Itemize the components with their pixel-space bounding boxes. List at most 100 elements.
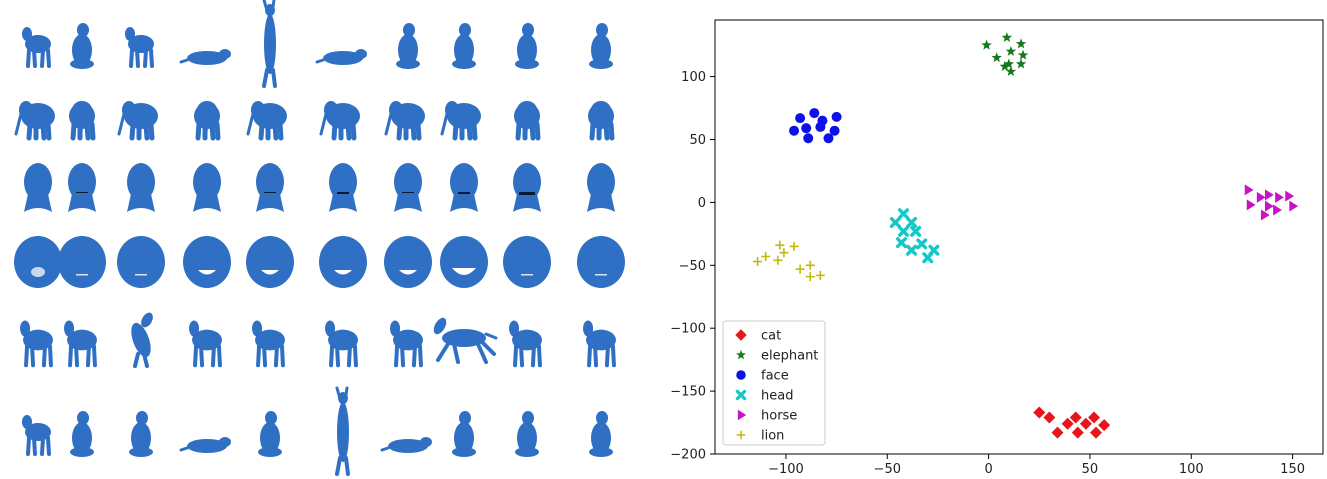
elephant-point <box>1003 58 1015 69</box>
shape-head <box>256 163 284 212</box>
shape-horse <box>64 320 97 368</box>
shape-face <box>14 236 62 288</box>
shape-face <box>577 236 625 288</box>
horse-point <box>1244 184 1254 196</box>
shape-face <box>503 236 551 288</box>
cat-point <box>1051 426 1064 439</box>
shape-face <box>319 236 367 288</box>
legend-swatch-elephant <box>736 349 746 360</box>
shape-face <box>58 236 106 288</box>
shape-cat <box>70 23 94 69</box>
x-tick-label: 150 <box>1280 462 1305 477</box>
shape-elephant <box>514 101 541 141</box>
lion-point <box>805 272 815 282</box>
head-point <box>916 238 928 250</box>
shape-elephant <box>246 101 287 141</box>
legend-frame <box>722 320 826 446</box>
face-point <box>789 125 800 136</box>
series-lion <box>753 240 825 282</box>
x-tick-label: 100 <box>1179 462 1204 477</box>
shape-elephant <box>69 101 96 141</box>
legend-swatch-face <box>736 370 746 380</box>
head-point <box>897 225 909 237</box>
x-tick-label: 0 <box>984 462 992 477</box>
y-tick-label: −200 <box>670 448 706 463</box>
x-axis-ticks: −100 −50 0 50 100 150 <box>768 454 1305 477</box>
cat-point <box>1033 406 1046 419</box>
shape-horse <box>583 320 616 368</box>
shape-cat <box>22 27 51 68</box>
head-point <box>928 244 940 256</box>
shape-horse <box>131 312 153 368</box>
shape-elephant <box>319 101 360 141</box>
shape-lion <box>335 386 350 476</box>
head-point <box>897 208 909 220</box>
lion-point <box>795 264 805 274</box>
tsne-scatter-chart: −100 −50 0 50 100 150 −200 −150 −100 −50 0 50 100 c… <box>670 19 1324 477</box>
face-point <box>809 108 820 119</box>
shape-head <box>68 163 96 212</box>
y-axis-ticks: −200 −150 −100 −50 0 50 100 <box>670 70 715 463</box>
horse-point <box>1285 190 1295 202</box>
cat-point <box>1079 417 1092 430</box>
shape-lion <box>380 437 432 453</box>
cat-point <box>1098 419 1111 432</box>
elephant-point <box>991 52 1002 63</box>
lion-point <box>815 270 825 280</box>
shape-elephant <box>588 101 615 141</box>
head-point <box>906 244 918 256</box>
shape-head <box>394 163 422 212</box>
shape-horse <box>390 320 423 368</box>
elephant-point <box>1015 58 1027 69</box>
horse-point <box>1264 200 1274 212</box>
face-point <box>823 133 834 144</box>
shape-cat <box>179 49 231 65</box>
shape-elephant <box>14 101 55 141</box>
legend-label: face <box>761 369 789 384</box>
shape-lion <box>258 411 282 457</box>
shape-head <box>513 163 541 212</box>
shape-cat <box>515 23 539 69</box>
head-point <box>895 237 907 249</box>
x-tick-label: −100 <box>768 462 804 477</box>
shape-lion <box>452 411 476 457</box>
y-tick-label: −50 <box>679 259 706 274</box>
shape-face <box>183 236 231 288</box>
y-tick-label: −150 <box>670 385 706 400</box>
y-tick-label: 100 <box>681 70 706 85</box>
legend-swatch-cat <box>735 329 747 341</box>
series-head <box>889 208 940 264</box>
head-point <box>910 225 922 237</box>
horse-point <box>1256 191 1266 203</box>
shape-face <box>117 236 165 288</box>
shape-head <box>193 163 221 212</box>
horse-point <box>1273 204 1282 216</box>
elephant-point <box>981 39 992 50</box>
lion-point <box>779 248 789 258</box>
shape-face <box>440 236 488 288</box>
cat-point <box>1071 426 1084 439</box>
legend-swatch-head <box>735 389 747 401</box>
data-points <box>753 32 1299 439</box>
face-point <box>831 111 842 122</box>
shape-cat <box>396 23 420 69</box>
horse-point <box>1260 209 1270 221</box>
shape-lion <box>70 411 94 457</box>
lion-point <box>805 260 815 270</box>
cat-point <box>1087 411 1100 424</box>
shape-head <box>587 163 615 212</box>
shape-cat <box>589 23 613 69</box>
shape-elephant <box>117 101 158 141</box>
shape-lion <box>515 411 539 457</box>
face-point <box>829 125 840 136</box>
series-elephant <box>981 32 1029 77</box>
y-tick-label: −100 <box>670 322 706 337</box>
shape-lion <box>179 437 231 453</box>
y-tick-label: 0 <box>698 196 706 211</box>
shape-horse <box>433 317 498 364</box>
cat-point <box>1069 411 1082 424</box>
series-cat <box>1033 406 1111 439</box>
shape-head <box>24 163 52 212</box>
elephant-point <box>1001 32 1013 43</box>
shape-lion <box>129 411 153 457</box>
